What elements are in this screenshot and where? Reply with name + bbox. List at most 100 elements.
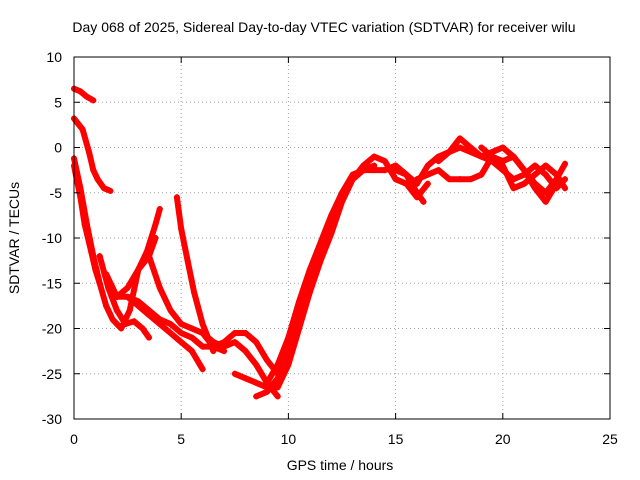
point-trace-g-7 — [188, 334, 195, 341]
point-trace-i-3 — [178, 320, 185, 327]
series-markers-trace-h — [124, 293, 206, 373]
point-trace-f-3 — [135, 266, 142, 273]
point-trace-a-3 — [90, 97, 97, 104]
point-trace-g-6 — [178, 330, 185, 337]
point-trace-m-1 — [263, 388, 270, 395]
point-trace-p-9 — [510, 185, 517, 192]
series-trace-j — [173, 194, 217, 355]
point-trace-r-3 — [510, 153, 517, 160]
series-group — [71, 85, 568, 400]
x-tick-label-2: 10 — [281, 431, 297, 447]
point-trace-i-8 — [231, 339, 238, 346]
point-trace-i-2 — [167, 307, 174, 314]
point-trace-n-5 — [317, 239, 324, 246]
point-trace-b-1 — [79, 126, 86, 133]
point-trace-p-12 — [542, 162, 549, 169]
y-tick-label-7: 5 — [54, 94, 62, 110]
point-trace-c-8 — [126, 307, 133, 314]
y-tick-label-6: 0 — [54, 140, 62, 156]
point-trace-i-10 — [253, 361, 260, 368]
point-trace-l-1 — [242, 375, 249, 382]
series-markers-trace-n — [263, 162, 378, 386]
point-trace-m-2 — [274, 375, 281, 382]
point-trace-d-1 — [77, 194, 84, 201]
series-trace-h — [124, 293, 206, 373]
series-markers-trace-k — [199, 330, 281, 377]
point-trace-p-11 — [531, 171, 538, 178]
point-trace-k-4 — [242, 330, 249, 337]
series-trace-r — [478, 144, 560, 205]
y-tick-label-0: -30 — [42, 411, 62, 427]
x-axis-label: GPS time / hours — [287, 457, 394, 473]
point-trace-s-4 — [420, 198, 427, 205]
point-trace-h-5 — [178, 339, 185, 346]
x-tick-label-1: 5 — [177, 431, 185, 447]
point-trace-r-2 — [499, 158, 506, 165]
point-trace-o-6 — [456, 144, 463, 151]
point-trace-n-4 — [306, 266, 313, 273]
point-trace-g-8 — [199, 343, 206, 350]
point-trace-h-4 — [167, 330, 174, 337]
point-trace-d-2 — [81, 221, 88, 228]
point-trace-s-0 — [381, 167, 388, 174]
y-tick-label-3: -15 — [42, 275, 62, 291]
point-trace-l-18 — [424, 180, 431, 187]
point-trace-h-7 — [199, 366, 206, 373]
point-trace-q-2 — [456, 135, 463, 142]
series-markers-trace-b — [71, 115, 114, 194]
point-trace-h-1 — [135, 302, 142, 309]
point-trace-n-7 — [339, 189, 345, 196]
y-axis-label: SDTVAR / TECUs — [6, 182, 22, 294]
point-trace-g-0 — [113, 293, 120, 300]
point-trace-q-7 — [510, 176, 517, 183]
y-tick-label-8: 10 — [46, 49, 62, 65]
point-trace-o-10 — [499, 144, 506, 151]
point-trace-r-5 — [531, 185, 538, 192]
point-trace-c-5 — [103, 302, 110, 309]
point-trace-f-5 — [152, 235, 159, 241]
point-trace-n-3 — [296, 298, 303, 305]
point-trace-k-5 — [253, 339, 260, 346]
point-trace-c-6 — [109, 316, 116, 323]
point-trace-n-9 — [360, 167, 367, 174]
point-trace-m-0 — [253, 393, 260, 400]
point-trace-j-3 — [191, 289, 198, 296]
series-markers-trace-p — [414, 153, 568, 192]
point-trace-j-4 — [199, 320, 206, 327]
point-trace-n-0 — [263, 379, 270, 386]
point-trace-d-5 — [96, 280, 103, 287]
point-trace-n-6 — [328, 212, 335, 219]
point-trace-s-1 — [392, 162, 399, 169]
point-trace-i-1 — [156, 284, 163, 291]
point-trace-q-6 — [499, 167, 506, 174]
point-trace-c-7 — [118, 325, 125, 332]
x-tick-label-5: 25 — [602, 431, 618, 447]
point-trace-p-2 — [435, 167, 442, 174]
point-trace-p-4 — [456, 176, 463, 183]
point-trace-p-14 — [561, 185, 568, 192]
point-trace-e-3 — [122, 320, 129, 327]
point-trace-j-1 — [178, 225, 185, 232]
x-tick-label-3: 15 — [388, 431, 404, 447]
point-trace-a-1 — [77, 88, 84, 95]
point-trace-l-4 — [274, 384, 281, 391]
point-trace-a-2 — [83, 93, 90, 100]
point-trace-c-11 — [152, 221, 159, 228]
point-trace-d-4 — [92, 266, 99, 273]
point-trace-i-0 — [146, 253, 153, 260]
point-trace-b-3 — [90, 167, 97, 174]
chart-title: Day 068 of 2025, Sidereal Day-to-day VTE… — [72, 19, 575, 35]
point-trace-k-1 — [210, 343, 217, 350]
point-trace-b-6 — [107, 187, 114, 194]
point-trace-q-0 — [435, 158, 442, 165]
point-trace-l-5 — [285, 361, 292, 368]
point-trace-e-4 — [131, 318, 138, 325]
point-trace-b-4 — [94, 176, 101, 183]
point-trace-d-3 — [88, 248, 95, 255]
y-tick-label-1: -25 — [42, 366, 62, 382]
point-trace-q-12 — [561, 176, 568, 183]
series-trace-f — [103, 235, 159, 300]
point-trace-p-1 — [424, 171, 431, 178]
point-trace-p-6 — [478, 171, 485, 178]
point-trace-h-3 — [156, 320, 163, 327]
